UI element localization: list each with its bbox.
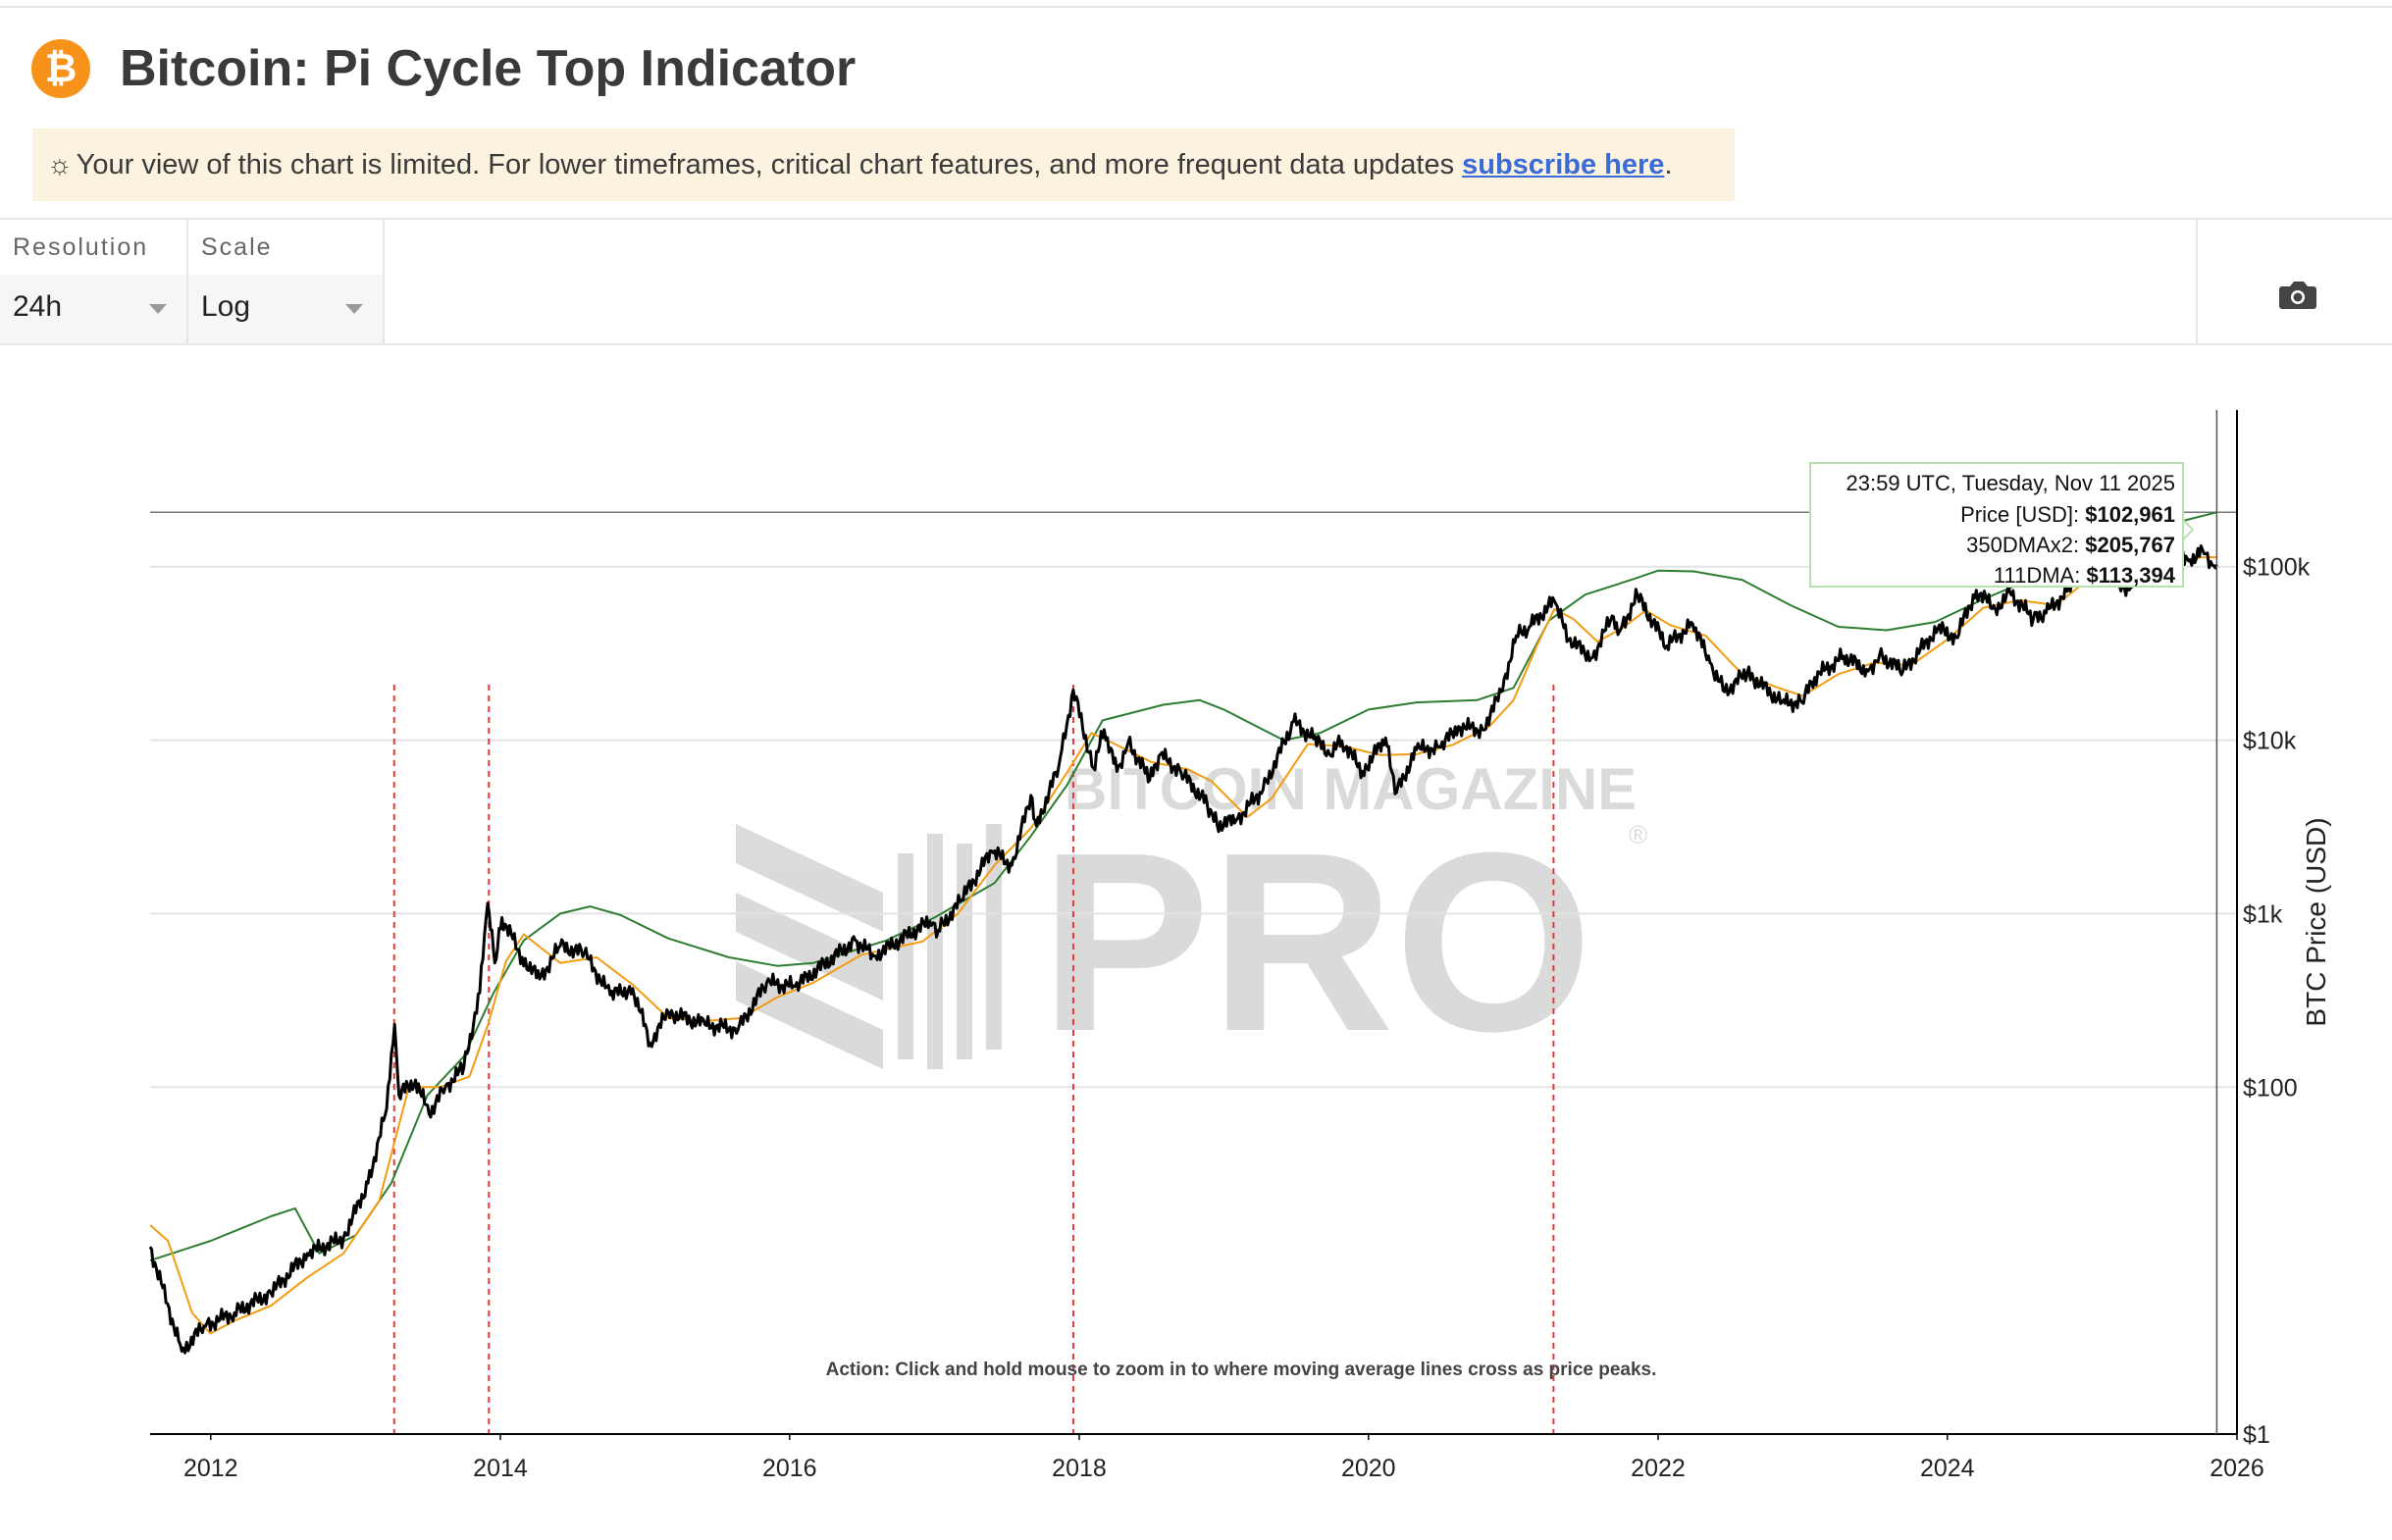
screenshot-area [2196,220,2392,343]
tooltip-row-label: 111DMA: [1994,563,2087,588]
limited-view-banner: ☼ Your view of this chart is limited. Fo… [32,128,1735,201]
x-tick-label: 2020 [1341,1455,1396,1482]
pi-cycle-chart[interactable]: BITCOIN MAGAZINE PRO ® 2012 2014 2016 2018 2… [0,343,2392,1540]
tooltip-row: 111DMA: $113,394 [1994,563,2176,588]
y-tick-label: $1 [2243,1421,2270,1449]
x-tick-label: 2026 [2210,1455,2264,1482]
hover-tooltip: 23:59 UTC, Tuesday, Nov 11 2025 Price [US… [1809,462,2195,588]
bitcoin-logo-icon: ₿ [31,39,90,98]
tooltip-row-label: 350DMAx2: [1966,533,2085,557]
scale-control: Scale Log [188,220,385,343]
y-tick-label: $10k [2243,728,2297,755]
y-tick-label: $100 [2243,1074,2298,1102]
x-tick-label: 2018 [1052,1455,1107,1482]
x-tick-label: 2016 [762,1455,817,1482]
scale-label: Scale [201,233,273,261]
scale-select[interactable]: Log [188,275,383,343]
top-divider [0,6,2392,8]
resolution-label: Resolution [13,233,149,261]
banner-suffix: . [1664,148,1673,180]
chevron-down-icon [149,304,167,314]
x-tick-label: 2024 [1920,1455,1975,1482]
chevron-down-icon [345,304,363,314]
chart-annotation: Action: Click and hold mouse to zoom in … [826,1360,1657,1380]
subscribe-link[interactable]: subscribe here [1462,148,1665,180]
y-tick-label: $1k [2243,900,2283,928]
page-header: ₿ Bitcoin: Pi Cycle Top Indicator [31,37,856,100]
series-line-dma111 [149,556,2217,1335]
tooltip-row-value: $102,961 [2085,502,2175,527]
tooltip-pointer [2182,517,2195,542]
x-tick-label: 2014 [473,1455,528,1482]
watermark-logo-icon [736,824,1002,1069]
tooltip-title: 23:59 UTC, Tuesday, Nov 11 2025 [1846,471,2176,495]
resolution-control: Resolution 24h [0,220,188,343]
tooltip-box [1809,462,2184,588]
scale-value: Log [201,290,251,323]
tooltip-row: Price [USD]: $102,961 [1960,502,2175,527]
banner-text: Your view of this chart is limited. For … [76,148,1455,180]
watermark-mark: ® [1629,820,1647,849]
camera-icon[interactable] [2278,279,2317,310]
watermark-line1: BITCOIN MAGAZINE [1065,756,1637,822]
x-tick-label: 2012 [183,1455,238,1482]
resolution-value: 24h [13,290,63,323]
watermark: BITCOIN MAGAZINE PRO ® [736,756,1647,1085]
series-line-price [148,541,2218,1355]
tooltip-row-value: $205,767 [2085,533,2175,557]
y-tick-label: $100k [2243,554,2311,582]
tooltip-row: 350DMAx2: $205,767 [1966,533,2175,557]
tooltip-row-label: Price [USD]: [1960,502,2085,527]
chart-toolbar: Resolution 24h Scale Log [0,218,2392,345]
page-title: Bitcoin: Pi Cycle Top Indicator [120,40,857,97]
y-axis-title: BTC Price (USD) [2301,817,2331,1026]
sun-icon: ☼ [47,149,73,180]
resolution-select[interactable]: 24h [0,275,186,343]
x-tick-label: 2022 [1631,1455,1686,1482]
tooltip-row-value: $113,394 [2086,563,2175,588]
watermark-line2: PRO [1040,800,1592,1085]
